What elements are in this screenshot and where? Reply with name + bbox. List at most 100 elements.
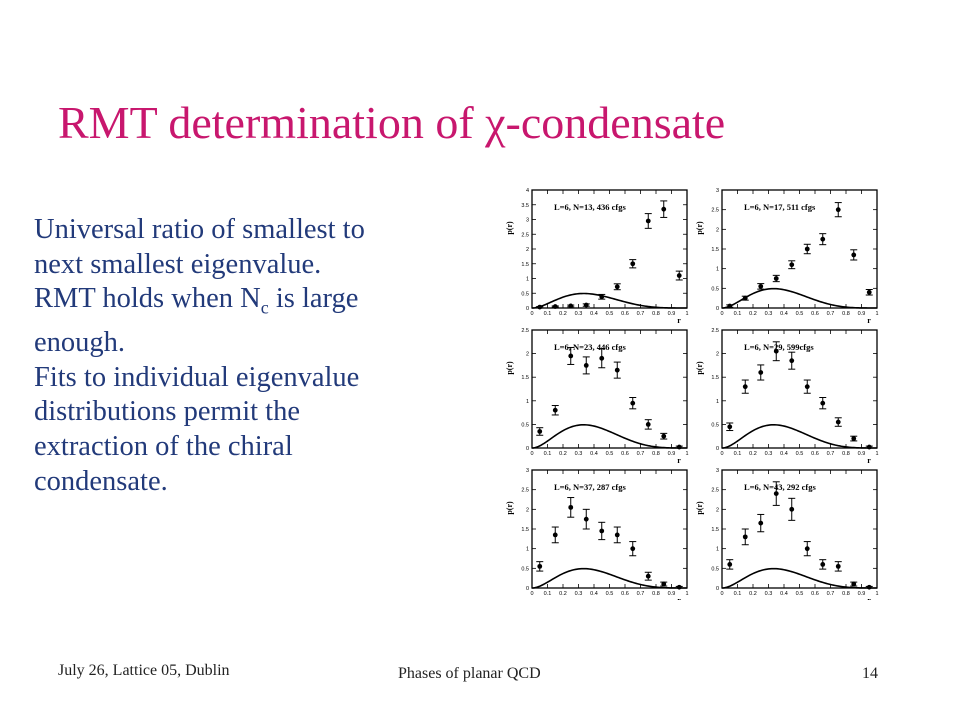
y-tick-label: 0.5 [521,422,529,428]
data-marker [758,520,764,526]
rmt-curve [531,423,687,449]
x-tick-label: 0.8 [842,591,850,597]
y-tick-label: 3 [716,468,719,474]
panel-title: L=6, N=17, 511 cfgs [744,202,816,212]
y-tick-label: 2.5 [711,488,719,494]
x-tick-label: 0 [720,591,723,597]
data-marker [804,546,810,552]
data-point-10 [675,444,683,450]
x-tick-label: 0.8 [652,311,660,317]
y-tick-label: 2.5 [711,328,719,334]
x-tick-label: 0.6 [811,311,819,317]
x-tick-label: 0.9 [858,311,866,317]
x-axis-label: r [867,596,871,600]
y-tick-label: 2.5 [711,208,719,214]
x-tick-label: 1 [875,591,878,597]
data-point-3 [757,513,765,533]
data-marker [676,273,682,278]
data-marker [630,400,636,406]
y-tick-label: 1.5 [711,527,719,533]
data-marker [789,506,795,512]
x-tick-label: 0.9 [668,311,676,317]
data-point-7 [629,259,637,269]
y-axis-label: p(r) [505,501,514,515]
panel-title: L=6, N=37, 287 cfgs [554,482,626,492]
data-point-9 [850,249,858,261]
data-marker [614,284,620,290]
y-tick-label: 1 [526,399,529,405]
x-axis-label: r [867,316,871,325]
data-point-7 [819,396,827,410]
y-tick-label: 0 [716,306,719,312]
data-marker [583,363,589,368]
data-point-6 [613,526,621,544]
rmt-curve [721,567,877,589]
x-tick-label: 1 [685,311,688,317]
slide-title: RMT determination of χ-condensate [58,97,726,148]
eigenvalue-ratio-figure: 0 0.1 0.2 0.3 0.4 0.5 0.6 0.7 0.8 0.9 1 0 0.5 1 1.5 2 2.… [500,180,900,600]
data-marker [727,303,733,309]
data-marker [773,276,779,281]
data-point-8 [834,202,842,218]
data-point-1 [536,304,544,310]
y-tick-label: 0 [526,586,529,592]
body-line-3-head: RMT holds when N [34,283,261,315]
y-tick-label: 0 [716,446,719,452]
y-tick-label: 1 [526,277,529,283]
y-tick-label: 0.5 [711,286,719,292]
x-tick-label: 0.4 [590,311,598,317]
data-marker [820,236,826,242]
x-axis-label: r [677,456,681,465]
y-axis-label: p(r) [505,221,514,235]
data-marker [645,422,651,427]
data-point-4 [582,302,590,308]
panel-title: L=6, N=23, 446 cfgs [554,342,626,352]
x-tick-label: 0.2 [749,311,757,317]
data-point-4 [772,341,780,362]
y-tick-label: 1.5 [711,247,719,253]
data-marker [661,433,667,439]
x-tick-label: 0 [720,311,723,317]
y-tick-label: 0.5 [711,422,719,428]
data-point-1 [536,561,544,572]
x-tick-label: 0 [530,451,533,457]
x-tick-label: 0.5 [606,591,614,597]
data-point-10 [675,584,683,590]
body-line-3: RMT holds when Nc is large [34,282,474,325]
data-marker [835,563,841,569]
slide-body: Universal ratio of smallest to next smal… [34,213,474,499]
data-point-2 [741,528,749,546]
y-tick-label: 2 [526,507,529,513]
data-point-8 [644,419,652,430]
y-tick-label: 3 [716,188,719,194]
data-point-3 [757,283,765,290]
figure-svg: 0 0.1 0.2 0.3 0.4 0.5 0.6 0.7 0.8 0.9 1 0 0.5 1 1.5 2 2.… [505,188,879,600]
data-marker [804,246,810,252]
x-tick-label: 0.9 [858,591,866,597]
data-marker [835,207,841,213]
data-marker [599,294,605,300]
data-point-1 [536,427,544,436]
x-tick-label: 0.3 [765,591,773,597]
x-tick-label: 0.5 [796,591,804,597]
chart-panel-4: 0 0.1 0.2 0.3 0.4 0.5 0.6 0.7 0.8 0.9 1 0 0.5 1 1.5 2 2.… [695,328,879,465]
data-marker [851,252,857,258]
x-tick-label: 0.3 [765,311,773,317]
data-marker [568,353,574,359]
x-tick-label: 0.7 [637,311,645,317]
x-tick-label: 0.6 [621,591,629,597]
data-marker [661,206,667,212]
x-tick-label: 0.9 [668,591,676,597]
y-tick-label: 1.5 [521,375,529,381]
y-tick-label: 0.5 [521,291,529,297]
data-marker [742,384,748,390]
data-marker [537,563,543,569]
data-point-5 [788,497,796,521]
data-marker [583,516,589,522]
x-tick-label: 0.9 [858,451,866,457]
footer-left: July 26, Lattice 05, Dublin [58,662,230,679]
data-marker [552,304,558,309]
data-point-8 [644,571,652,581]
x-tick-label: 0 [530,591,533,597]
rmt-curve [721,423,877,449]
